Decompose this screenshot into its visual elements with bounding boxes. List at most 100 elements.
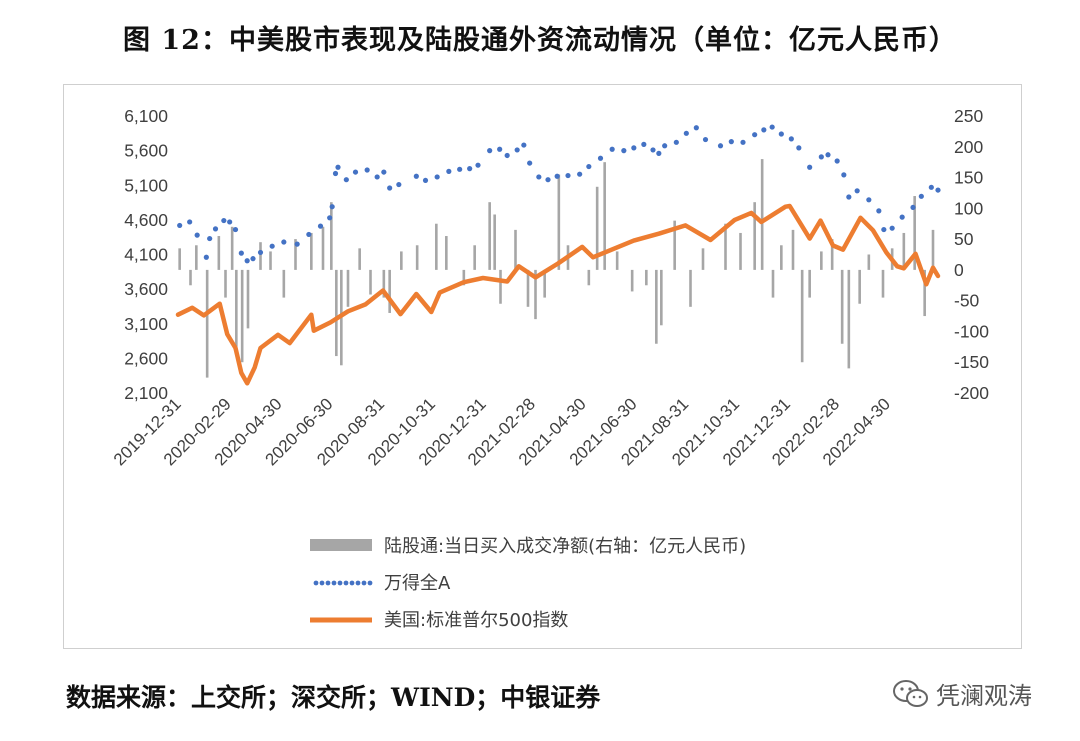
net-flow-bar bbox=[858, 269, 861, 304]
legend-label-bar: 陆股通:当日买入成交净额(右轴：亿元人民币) bbox=[384, 536, 746, 557]
net-flow-bar bbox=[445, 236, 448, 270]
y-left-tick-label: 5,100 bbox=[124, 175, 168, 195]
net-flow-bar bbox=[724, 223, 727, 270]
wind-all-a-point bbox=[194, 232, 200, 238]
net-flow-bar bbox=[205, 269, 209, 378]
wind-all-a-point bbox=[187, 219, 193, 225]
y-right-tick-label: 100 bbox=[954, 198, 983, 218]
net-flow-bar bbox=[415, 245, 419, 270]
wind-all-a-point bbox=[565, 172, 571, 179]
wind-all-a-point bbox=[374, 174, 380, 180]
net-flow-bar bbox=[282, 269, 286, 298]
net-flow-bar bbox=[346, 269, 350, 307]
wind-all-a-point bbox=[702, 136, 709, 143]
wind-all-a-point bbox=[227, 219, 233, 225]
net-flow-bar bbox=[701, 248, 705, 270]
legend-label-line: 美国:标准普尔500指数 bbox=[384, 610, 568, 631]
wind-all-a-point bbox=[203, 254, 209, 260]
wind-all-a-point bbox=[446, 168, 452, 174]
net-flow-bar bbox=[217, 236, 221, 270]
y-left-tick-label: 3,100 bbox=[124, 314, 168, 334]
net-flow-bar bbox=[189, 269, 192, 286]
wind-all-a-point bbox=[889, 225, 895, 231]
wind-all-a-point bbox=[244, 258, 250, 264]
wind-all-a-point bbox=[467, 166, 473, 172]
wind-all-a-point bbox=[177, 222, 183, 229]
wind-all-a-point bbox=[693, 125, 699, 131]
wind-all-a-point bbox=[457, 166, 463, 172]
wind-all-a-point bbox=[631, 145, 637, 151]
y-right-tick-label: 200 bbox=[954, 137, 983, 157]
wind-all-a-point bbox=[396, 181, 402, 188]
wind-all-a-point bbox=[825, 152, 831, 158]
net-flow-bar bbox=[246, 269, 250, 329]
wind-all-a-point bbox=[352, 169, 359, 175]
legend-swatch-dot bbox=[355, 580, 361, 586]
legend-swatch-dot bbox=[361, 580, 367, 586]
wind-all-a-point bbox=[740, 139, 746, 145]
net-flow-bar bbox=[808, 269, 811, 298]
wind-all-a-point bbox=[343, 177, 349, 183]
net-flow-bar bbox=[335, 269, 338, 357]
net-flow-bar bbox=[400, 251, 403, 270]
net-flow-bar bbox=[294, 239, 297, 270]
net-flow-bar bbox=[388, 269, 391, 313]
wind-all-a-point bbox=[728, 139, 734, 145]
net-flow-bar bbox=[230, 226, 234, 270]
net-flow-bar bbox=[369, 269, 372, 295]
y-left-tick-label: 2,100 bbox=[124, 383, 168, 403]
legend-swatch-dot bbox=[337, 580, 343, 586]
net-flow-bar bbox=[771, 269, 775, 298]
y-right-tick-label: -100 bbox=[954, 321, 989, 341]
wind-all-a-point bbox=[475, 162, 481, 168]
chart-svg: 6,100 5,600 5,100 4,600 4,100 3,600 3,100 2,600… bbox=[110, 106, 989, 631]
figure-title: 图 12：中美股市表现及陆股通外资流动情况（单位：亿元人民币） bbox=[123, 25, 957, 56]
y-right-tick-label: -200 bbox=[954, 383, 989, 403]
net-flow-bar bbox=[655, 269, 658, 344]
wind-all-a-point bbox=[536, 174, 542, 180]
wind-all-a-point bbox=[641, 141, 647, 147]
net-flow-bar bbox=[615, 251, 619, 270]
wind-all-a-point bbox=[335, 164, 341, 170]
net-flow-bar bbox=[595, 186, 599, 270]
wind-all-a-point bbox=[866, 197, 872, 203]
net-flow-bar bbox=[178, 248, 181, 270]
net-flow-bar bbox=[259, 242, 262, 270]
wind-all-a-point bbox=[854, 188, 860, 194]
net-flow-bar bbox=[330, 202, 333, 270]
wind-all-a-point bbox=[504, 152, 510, 159]
net-flow-bar bbox=[321, 226, 325, 270]
legend-label-dots: 万得全A bbox=[384, 573, 451, 594]
net-flow-bar bbox=[195, 245, 198, 270]
wind-all-a-point bbox=[752, 132, 758, 138]
wind-all-a-point bbox=[673, 139, 679, 145]
net-flow-bar bbox=[235, 269, 238, 347]
wind-all-a-point bbox=[232, 226, 239, 233]
net-flow-bar bbox=[840, 269, 844, 344]
wind-all-a-point bbox=[918, 193, 924, 199]
net-flow-bar bbox=[847, 269, 851, 369]
legend-swatch-dot bbox=[367, 580, 373, 586]
wind-all-a-point bbox=[212, 226, 219, 232]
watermark-text: 凭澜观涛 bbox=[936, 682, 1032, 710]
wind-all-a-point bbox=[761, 127, 767, 133]
wind-all-a-point bbox=[807, 164, 813, 170]
net-flow-bar bbox=[310, 232, 313, 270]
wind-all-a-point bbox=[796, 145, 802, 151]
wind-all-a-point bbox=[876, 208, 882, 214]
wind-all-a-point bbox=[778, 131, 784, 137]
wind-all-a-point bbox=[683, 130, 689, 136]
wind-all-a-point bbox=[238, 250, 244, 256]
wind-all-a-point bbox=[841, 172, 847, 178]
y-left-tick-label: 2,600 bbox=[124, 348, 168, 368]
net-flow-bar bbox=[526, 269, 530, 307]
net-flow-bar bbox=[739, 232, 742, 270]
chart-frame: 6,100 5,600 5,100 4,600 4,100 3,600 3,100 2,600… bbox=[63, 84, 1022, 649]
net-flow-bar bbox=[673, 220, 676, 270]
wind-all-a-point bbox=[545, 177, 551, 183]
net-flow-bar bbox=[435, 223, 438, 270]
wind-all-a-point bbox=[221, 217, 227, 224]
sp500-line bbox=[175, 203, 941, 386]
wind-all-a-point bbox=[554, 173, 560, 179]
wind-all-a-point bbox=[597, 155, 604, 161]
